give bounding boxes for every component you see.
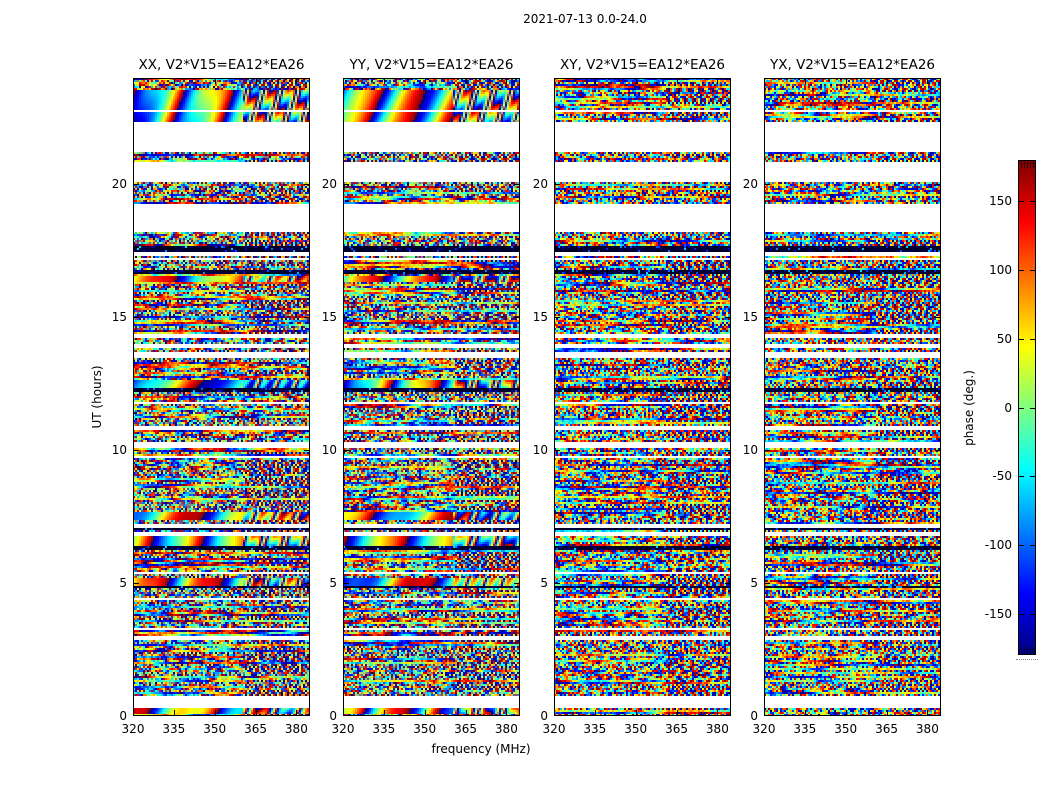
y-tick-label: 20 xyxy=(532,177,548,192)
y-tick-label: 15 xyxy=(742,310,758,325)
x-tick-label: 335 xyxy=(793,722,817,736)
x-tick-label: 335 xyxy=(372,722,396,736)
x-tick-label: 365 xyxy=(454,722,477,736)
x-tick-label: 350 xyxy=(413,722,437,736)
figure-title: 2021-07-13 0.0-24.0 xyxy=(523,12,647,26)
x-axis-label: frequency (MHz) xyxy=(431,742,531,756)
colorbar-tick-label: -100 xyxy=(984,538,1012,552)
x-tick-label: 350 xyxy=(624,722,648,736)
x-tick-label: 380 xyxy=(494,722,518,736)
x-tick-label: 320 xyxy=(542,722,566,736)
panel-title-xy: XY, V2*V15=EA12*EA26 xyxy=(559,57,726,73)
y-tick-label: 0 xyxy=(329,709,337,723)
x-tick-label: 320 xyxy=(121,722,145,736)
colorbar-tick-label: -50 xyxy=(992,469,1012,484)
y-tick-label: 10 xyxy=(742,443,758,458)
y-tick-label: 10 xyxy=(111,443,127,458)
colorbar-underflow-dots xyxy=(1016,659,1038,660)
colorbar-label: phase (deg.) xyxy=(962,369,976,446)
y-tick-label: 15 xyxy=(532,310,548,325)
x-tick-label: 350 xyxy=(834,722,858,736)
panel-title-yy: YY, V2*V15=EA12*EA26 xyxy=(349,57,514,73)
heatmap-panel-xy xyxy=(554,78,731,716)
heatmap-panel-yy xyxy=(343,78,520,716)
y-tick-label: 5 xyxy=(540,576,548,591)
colorbar-tick-label: 50 xyxy=(996,331,1012,346)
x-tick-label: 335 xyxy=(162,722,186,736)
x-tick-label: 350 xyxy=(203,722,227,736)
x-tick-label: 365 xyxy=(665,722,688,736)
y-axis-label: UT (hours) xyxy=(90,365,104,429)
y-tick-label: 0 xyxy=(119,709,127,723)
y-tick-label: 20 xyxy=(111,177,127,192)
x-tick-label: 365 xyxy=(244,722,267,736)
y-tick-label: 0 xyxy=(540,709,548,723)
heatmap-panel-yx xyxy=(764,78,941,716)
x-tick-label: 335 xyxy=(583,722,607,736)
y-tick-label: 10 xyxy=(532,443,548,458)
x-tick-label: 320 xyxy=(331,722,355,736)
x-tick-label: 380 xyxy=(284,722,308,736)
panel-title-yx: YX, V2*V15=EA12*EA26 xyxy=(769,57,936,73)
colorbar-tick-label: 100 xyxy=(989,263,1012,277)
colorbar xyxy=(1018,160,1036,655)
panel-title-xx: XX, V2*V15=EA12*EA26 xyxy=(138,57,305,73)
y-tick-label: 15 xyxy=(111,310,127,325)
x-tick-label: 380 xyxy=(915,722,939,736)
y-tick-label: 5 xyxy=(119,576,127,591)
y-tick-label: 0 xyxy=(750,709,758,723)
colorbar-tick-label: 0 xyxy=(1004,400,1012,415)
x-tick-label: 380 xyxy=(705,722,729,736)
colorbar-tick-label: 150 xyxy=(989,194,1012,209)
colorbar-tick-label: -150 xyxy=(984,606,1012,621)
x-tick-label: 365 xyxy=(875,722,898,736)
y-tick-label: 5 xyxy=(750,576,758,591)
heatmap-panel-xx xyxy=(133,78,310,716)
y-tick-label: 20 xyxy=(321,177,337,192)
y-tick-label: 20 xyxy=(742,177,758,192)
x-tick-label: 320 xyxy=(752,722,776,736)
y-tick-label: 10 xyxy=(321,443,337,458)
y-tick-label: 15 xyxy=(321,310,337,325)
y-tick-label: 5 xyxy=(329,576,337,591)
